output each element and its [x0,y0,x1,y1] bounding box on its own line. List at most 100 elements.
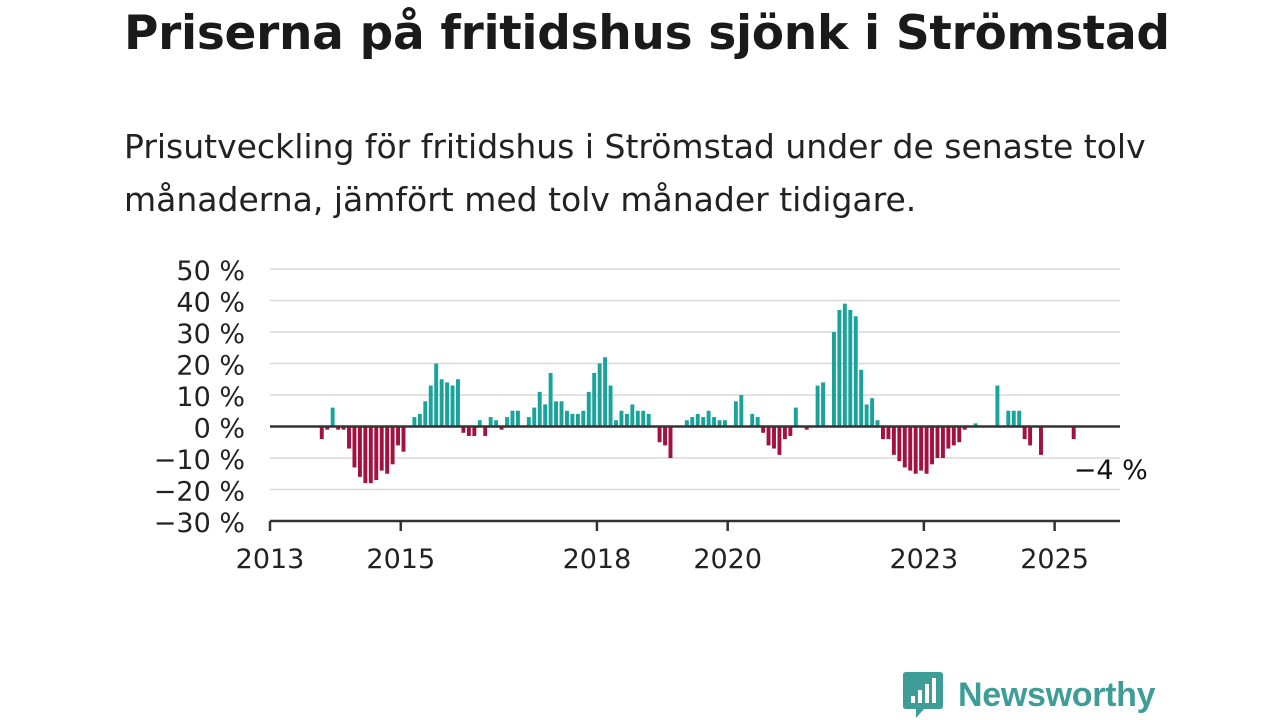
bar [456,379,460,427]
bar [761,426,766,433]
bar [690,417,695,427]
bar [897,426,902,462]
bar [543,404,548,427]
bar [434,363,439,427]
y-tick-label: 40 % [176,288,245,319]
y-tick-label: −10 % [154,445,245,476]
bar [723,420,727,427]
y-tick-label: 30 % [176,319,245,350]
bar [603,357,608,427]
bar-chart: −30 %−20 %−10 %0 %10 %20 %30 %40 %50 % 20… [154,256,1148,575]
bar [428,385,433,427]
bar [597,363,602,427]
bar [368,426,373,484]
bar [488,417,493,427]
bar [772,426,776,449]
bar [532,407,537,427]
bar [472,426,477,436]
bar [919,426,924,471]
bar [701,417,706,427]
bar [1071,426,1076,440]
bar [684,420,689,427]
bar [390,426,395,465]
bar [347,426,351,449]
bar [668,426,673,458]
bar [815,385,820,427]
bar [881,426,885,440]
bar [853,316,858,427]
bar [712,417,717,427]
bar [450,385,455,427]
bar [766,426,771,446]
bar [494,420,499,427]
bar [575,413,580,427]
y-tick-label: −30 % [154,508,245,539]
bar [859,369,864,427]
bar [717,420,722,427]
bar [630,404,635,427]
bar [477,420,482,427]
bar [635,410,640,427]
bar [554,401,559,427]
last-value-annotation: −4 % [1074,455,1148,486]
bar [848,309,853,427]
bar [363,426,368,484]
bar [663,426,667,446]
bar [695,413,700,427]
bar [657,426,662,443]
bar [341,426,346,430]
bar [379,426,384,471]
bar [564,410,569,427]
bar [777,426,782,455]
x-tick-label: 2018 [563,544,632,575]
bar [908,426,913,471]
bar [973,423,978,427]
bar [423,401,428,427]
bar [499,426,504,430]
bar [614,420,618,427]
bar [1011,410,1016,427]
bar [913,426,918,474]
x-tick-label: 2015 [366,544,435,575]
x-tick-label: 2025 [1020,544,1089,575]
y-tick-label: 50 % [176,256,245,287]
bar [619,410,624,427]
bar [396,426,401,446]
bar [951,426,956,446]
bar [445,382,450,427]
bar [352,426,357,468]
bar [374,426,379,481]
bar [940,426,945,458]
bar [646,413,651,427]
bar [461,426,466,433]
bar [385,426,390,474]
bar [417,413,422,427]
y-tick-label: 20 % [176,351,245,382]
bar [1006,410,1011,427]
bar [641,410,646,427]
bar [935,426,940,458]
bar [962,426,967,430]
y-tick-label: 10 % [176,382,245,413]
bar [592,372,597,427]
bar [706,410,711,427]
bar [570,413,575,427]
bar [995,385,1000,427]
bar [526,417,531,427]
bar [336,426,341,430]
x-tick-label: 2013 [236,544,305,575]
y-tick-label: 0 % [194,414,245,445]
x-tick-label: 2020 [693,544,762,575]
bar [831,332,836,427]
bar [586,391,591,427]
brand-name: Newsworthy [958,675,1156,714]
bar [946,426,951,449]
bar [1017,410,1022,427]
brand-logo[interactable]: Newsworthy [902,670,1156,720]
bar [401,426,406,452]
bar [750,413,755,427]
chart-title: Priserna på fritidshus sjönk i Strömstad [124,6,1170,61]
bar [793,407,798,427]
chart-subtitle: Prisutveckling för fritidshus i Strömsta… [124,127,1146,219]
bar [412,417,417,427]
